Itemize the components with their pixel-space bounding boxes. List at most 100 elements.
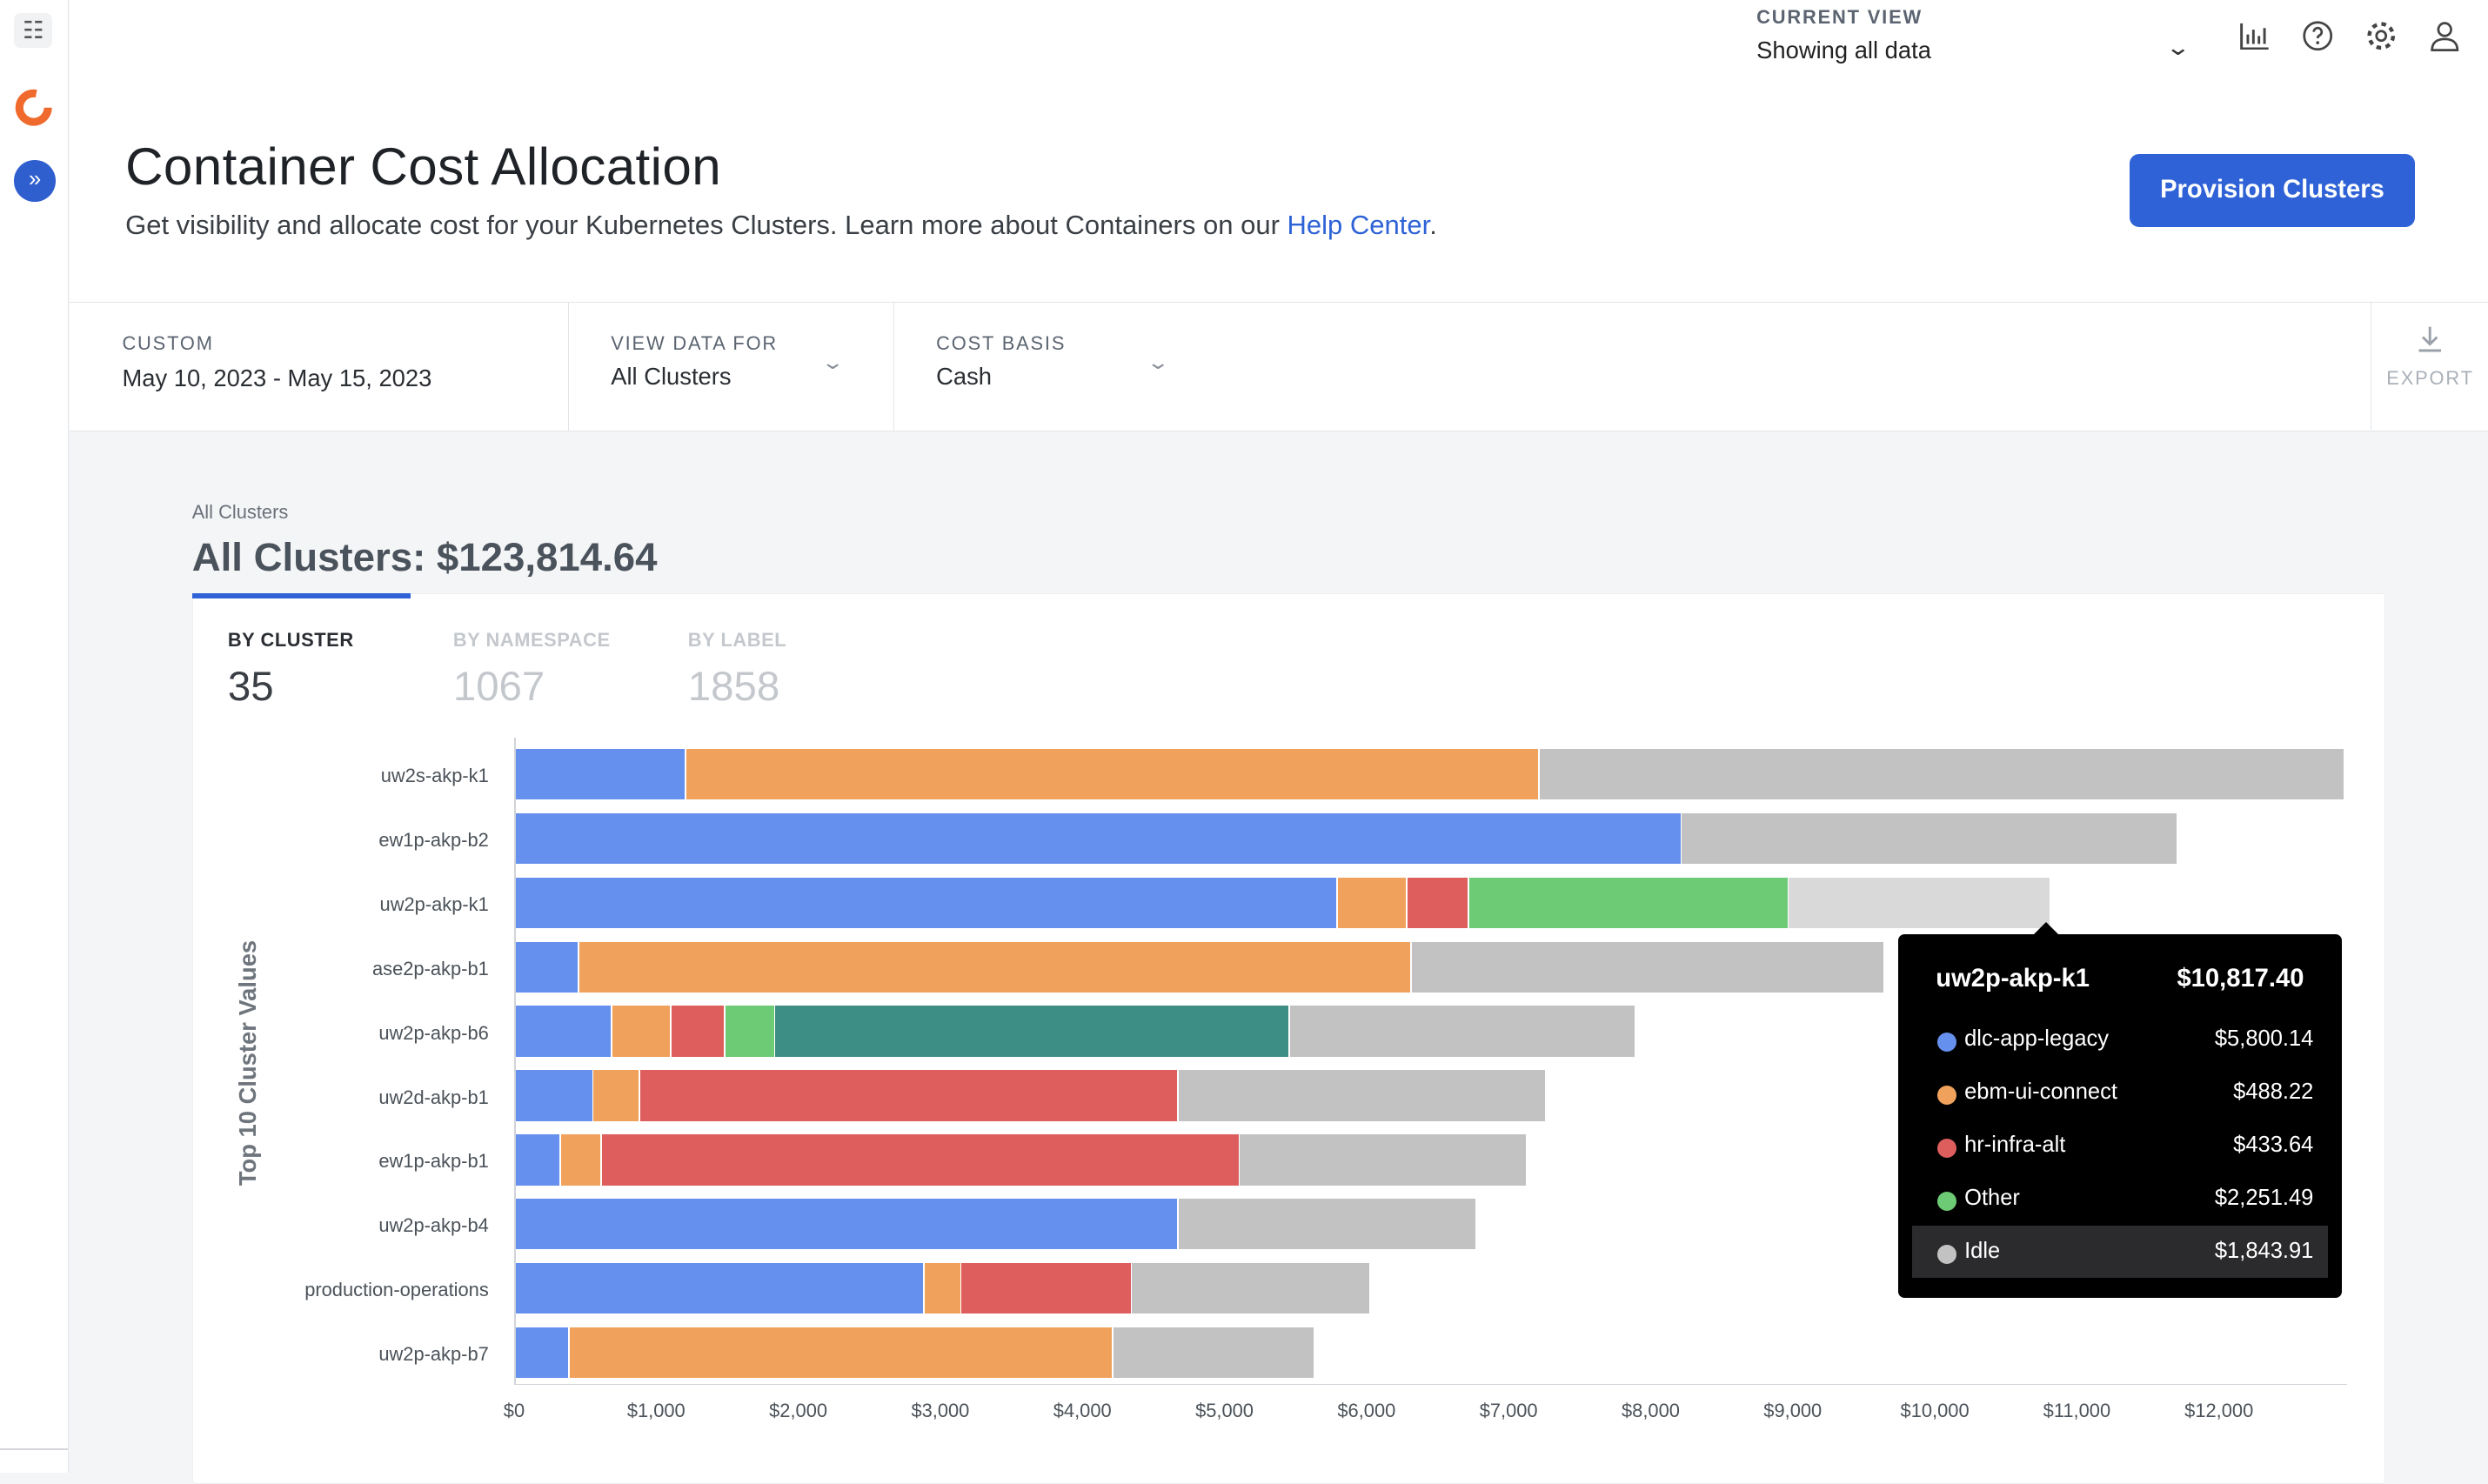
bar-segment-orange[interactable] <box>569 1327 1113 1379</box>
tab-by-label[interactable]: BY LABEL 1858 <box>688 629 786 711</box>
bar-segment-orange[interactable] <box>579 941 1411 993</box>
tooltip-row-value: $433.64 <box>2233 1132 2314 1157</box>
y-axis-line <box>513 738 516 1386</box>
view-data-for-value: All Clusters <box>611 362 732 390</box>
page-title: Container Cost Allocation <box>125 137 722 196</box>
settings-icon[interactable] <box>2364 19 2398 52</box>
user-icon[interactable] <box>2428 19 2461 52</box>
bar-segment-red[interactable] <box>672 1006 725 1057</box>
category-label: ew1p-akp-b1 <box>378 1150 489 1173</box>
tooltip-row-name: ebm-ui-connect <box>1964 1080 2117 1105</box>
current-view-selector[interactable]: CURRENT VIEW Showing all data <box>1756 6 1931 64</box>
bar-segment-blue[interactable] <box>513 1006 611 1057</box>
download-icon <box>2371 324 2488 362</box>
legend-dot-icon <box>1937 1139 1956 1159</box>
tooltip-row-value: $488.22 <box>2233 1080 2314 1105</box>
bar-segment-idle[interactable] <box>1682 812 2177 865</box>
breadcrumb[interactable]: All Clusters <box>191 501 289 524</box>
bar-segment-idle[interactable] <box>1114 1327 1314 1379</box>
date-range-label: CUSTOM <box>122 332 214 355</box>
bar-segment-orange[interactable] <box>560 1134 601 1186</box>
category-label: production-operations <box>304 1279 489 1301</box>
x-tick-label: $3,000 <box>911 1399 970 1421</box>
bar-segment-idle-highlight[interactable] <box>1789 877 2050 929</box>
export-label: EXPORT <box>2386 367 2474 390</box>
tooltip-row: hr-infra-alt $433.64 <box>1912 1120 2328 1172</box>
bar-segment-blue[interactable] <box>513 941 579 993</box>
x-tick-label: $2,000 <box>769 1399 828 1421</box>
category-label: uw2p-akp-b4 <box>378 1214 489 1237</box>
date-range-value: May 10, 2023 - May 15, 2023 <box>122 364 432 391</box>
bar-segment-green[interactable] <box>1468 877 1788 929</box>
x-tick-label: $7,000 <box>1479 1399 1538 1421</box>
bar-segment-red[interactable] <box>602 1134 1239 1186</box>
bar-chart-icon[interactable] <box>2237 19 2271 52</box>
tab-by-namespace[interactable]: BY NAMESPACE 1067 <box>453 629 611 711</box>
bar-segment-blue[interactable] <box>513 1327 568 1379</box>
category-label: ew1p-akp-b2 <box>378 829 489 852</box>
bar-segment-blue[interactable] <box>513 1199 1178 1250</box>
bar-segment-idle[interactable] <box>1540 748 2344 800</box>
filter-bar: CUSTOM May 10, 2023 - May 15, 2023 VIEW … <box>70 301 2488 432</box>
bar-segment-blue[interactable] <box>513 877 1337 929</box>
tooltip-row: ebm-ui-connect $488.22 <box>1912 1066 2328 1119</box>
chart-tooltip: uw2p-akp-k1 $10,817.40 dlc-app-legacy $5,… <box>1897 934 2343 1299</box>
bar-segment-blue[interactable] <box>513 1134 560 1186</box>
total-cost-title: All Clusters: $123,814.64 <box>191 534 658 579</box>
bar-segment-idle[interactable] <box>1240 1134 1526 1186</box>
apps-grid-icon[interactable]: ☷ <box>14 12 53 48</box>
bar-segment-green[interactable] <box>726 1006 774 1057</box>
bar-segment-red[interactable] <box>1407 877 1468 929</box>
bar-segment-teal[interactable] <box>775 1006 1288 1057</box>
subtitle-text: Get visibility and allocate cost for you… <box>125 209 1287 240</box>
x-tick-label: $12,000 <box>2184 1399 2254 1421</box>
provision-clusters-button[interactable]: Provision Clusters <box>2129 153 2416 227</box>
bar-segment-blue[interactable] <box>513 748 685 800</box>
left-rail: ☷ » <box>0 0 70 1473</box>
bar-segment-orange[interactable] <box>612 1006 671 1057</box>
bar-segment-idle[interactable] <box>1179 1199 1476 1250</box>
category-label: uw2p-akp-b6 <box>378 1021 489 1044</box>
bar-segment-idle[interactable] <box>1132 1262 1369 1314</box>
expand-sidebar-icon[interactable]: » <box>14 160 56 202</box>
chevron-down-icon[interactable]: ⌄ <box>2165 36 2192 61</box>
help-icon[interactable] <box>2301 19 2334 52</box>
date-range-filter[interactable]: CUSTOM May 10, 2023 - May 15, 2023 <box>70 302 569 431</box>
tab-by-cluster[interactable]: BY CLUSTER 35 <box>228 629 354 711</box>
bar-segment-orange[interactable] <box>1338 877 1407 929</box>
view-data-for-filter[interactable]: VIEW DATA FOR All Clusters ⌄ <box>568 302 894 431</box>
cost-basis-filter[interactable]: COST BASIS Cash ⌄ <box>893 303 1211 431</box>
page-subtitle: Get visibility and allocate cost for you… <box>125 210 1437 241</box>
tooltip-row: Other $2,251.49 <box>1912 1173 2328 1225</box>
tooltip-row-value: $5,800.14 <box>2214 1026 2314 1052</box>
cost-basis-label: COST BASIS <box>936 332 1067 355</box>
tab-label: BY LABEL <box>687 629 787 652</box>
tooltip-cluster: uw2p-akp-k1 <box>1936 964 2090 993</box>
bar-segment-idle[interactable] <box>1412 941 1884 993</box>
x-tick-label: $4,000 <box>1053 1399 1112 1421</box>
help-center-link[interactable]: Help Center <box>1287 209 1430 240</box>
export-button[interactable]: EXPORT <box>2371 301 2488 431</box>
bar-segment-red[interactable] <box>961 1262 1131 1314</box>
brand-logo-icon[interactable] <box>13 87 54 128</box>
bar-segment-blue[interactable] <box>513 1070 592 1121</box>
bar-segment-idle[interactable] <box>1179 1070 1546 1121</box>
category-label: uw2s-akp-k1 <box>380 765 489 787</box>
x-tick-label: $11,000 <box>2043 1399 2111 1421</box>
cost-basis-value: Cash <box>936 362 992 390</box>
bar-segment-orange[interactable] <box>924 1262 960 1314</box>
tooltip-row-value: $1,843.91 <box>2214 1238 2314 1263</box>
bar-segment-red[interactable] <box>640 1070 1178 1121</box>
x-tick-label: $9,000 <box>1763 1399 1823 1421</box>
tooltip-row: dlc-app-legacy $5,800.14 <box>1912 1014 2328 1066</box>
bar-segment-orange[interactable] <box>593 1070 639 1121</box>
bar-segment-idle[interactable] <box>1289 1006 1635 1057</box>
legend-dot-icon <box>1937 1192 1956 1212</box>
bar-segment-orange[interactable] <box>686 748 1539 800</box>
tab-count: 1858 <box>687 664 780 711</box>
chevron-down-icon: ⌄ <box>820 351 846 374</box>
bar-segment-blue[interactable] <box>513 1262 924 1314</box>
view-data-for-label: VIEW DATA FOR <box>611 332 779 355</box>
page-header <box>70 0 2488 302</box>
bar-segment-blue[interactable] <box>513 812 1681 865</box>
